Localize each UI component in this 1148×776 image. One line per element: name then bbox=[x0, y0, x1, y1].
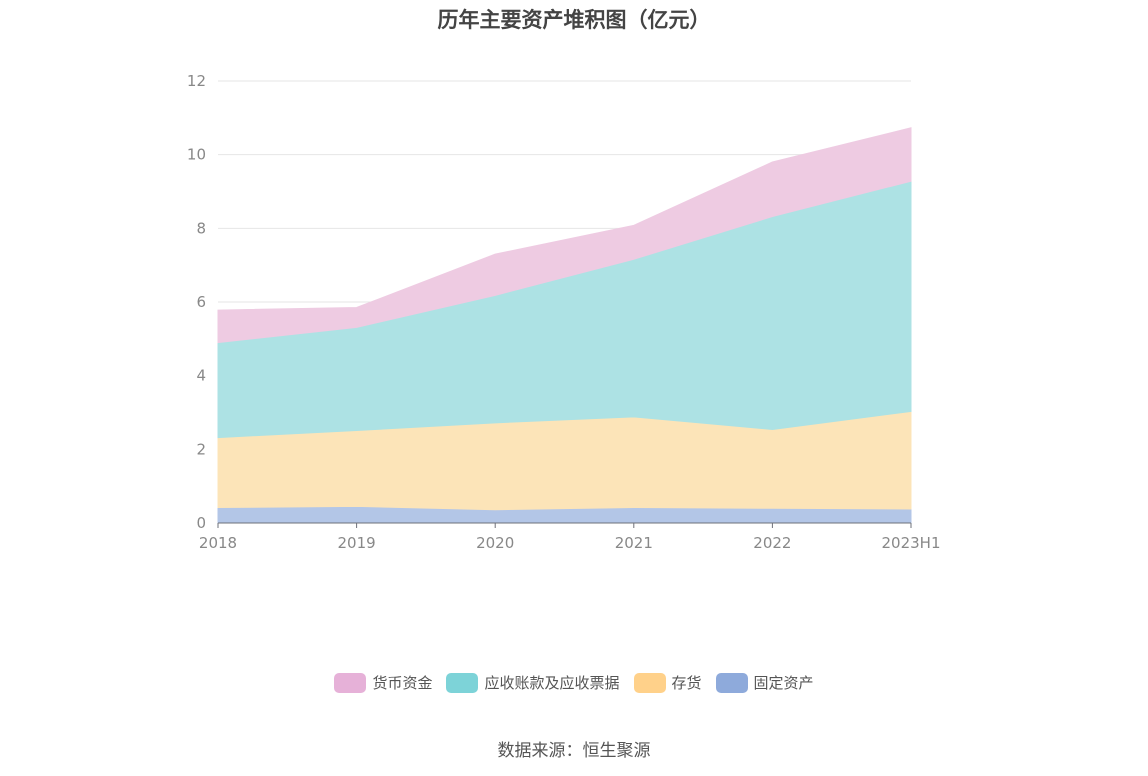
y-tick-label: 12 bbox=[187, 72, 206, 90]
legend-item[interactable]: 存货 bbox=[633, 672, 702, 693]
x-tick-label: 2023H1 bbox=[882, 534, 941, 552]
y-tick-label: 0 bbox=[196, 514, 206, 532]
legend-swatch bbox=[334, 672, 367, 693]
area-series-货币资金 bbox=[217, 127, 912, 344]
legend-swatch bbox=[633, 672, 666, 693]
legend-swatch bbox=[446, 672, 479, 693]
y-tick-label: 4 bbox=[196, 367, 206, 385]
x-tick-label: 2022 bbox=[753, 534, 791, 552]
legend-label: 应收账款及应收票据 bbox=[484, 674, 620, 692]
y-tick-label: 2 bbox=[196, 440, 206, 458]
y-tick-label: 6 bbox=[196, 293, 206, 311]
legend-swatch bbox=[715, 672, 748, 693]
x-tick-label: 2018 bbox=[199, 534, 237, 552]
legend-item[interactable]: 应收账款及应收票据 bbox=[446, 672, 620, 693]
legend-label: 存货 bbox=[671, 674, 702, 692]
chart-title: 历年主要资产堆积图（亿元） bbox=[437, 8, 711, 32]
y-tick-label: 10 bbox=[187, 146, 206, 164]
x-tick-label: 2021 bbox=[615, 534, 653, 552]
legend-item[interactable]: 固定资产 bbox=[715, 672, 814, 693]
y-tick-label: 8 bbox=[196, 219, 206, 237]
legend-label: 货币资金 bbox=[372, 674, 433, 692]
legend-item[interactable]: 货币资金 bbox=[334, 672, 432, 693]
x-tick-label: 2019 bbox=[338, 534, 376, 552]
legend-label: 固定资产 bbox=[753, 674, 814, 692]
data-source: 数据来源：恒生聚源 bbox=[497, 741, 651, 761]
legend: 货币资金 应收账款及应收票据 存货 固定资产 bbox=[0, 672, 1148, 693]
x-tick-label: 2020 bbox=[476, 534, 514, 552]
